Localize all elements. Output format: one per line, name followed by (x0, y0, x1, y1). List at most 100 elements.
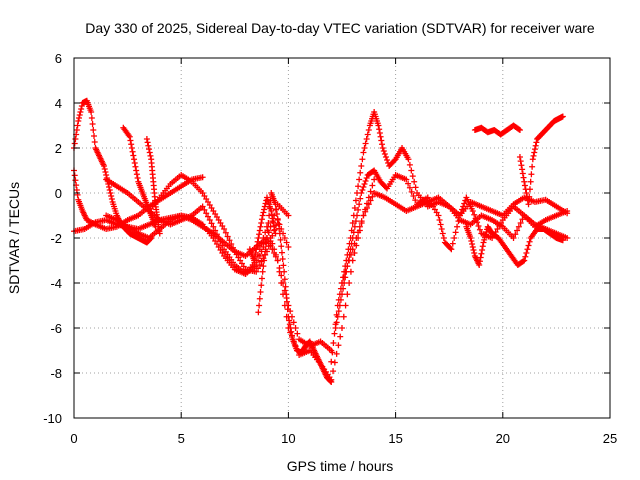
data-point (472, 215, 479, 222)
data-point (454, 223, 461, 230)
data-point (336, 302, 343, 309)
data-point (331, 330, 338, 337)
data-point (133, 167, 140, 174)
data-point (256, 262, 263, 268)
data-point (369, 182, 376, 189)
data-point (264, 227, 271, 234)
data-point (102, 169, 109, 175)
data-point (275, 220, 282, 227)
data-point (257, 223, 264, 230)
data-point (333, 319, 340, 326)
data-point (203, 210, 210, 217)
data-point (346, 257, 353, 264)
data-point (255, 265, 262, 272)
data-point (73, 187, 80, 193)
data-point (274, 257, 281, 264)
data-point (285, 313, 292, 320)
data-point (281, 235, 288, 241)
data-point (292, 325, 299, 331)
data-point (362, 178, 369, 184)
data-point (352, 197, 359, 204)
data-point (327, 378, 334, 385)
data-point (564, 235, 571, 241)
data-point (342, 302, 349, 309)
data-point (525, 201, 532, 208)
data-point (146, 146, 153, 153)
data-point (340, 285, 347, 292)
data-point (523, 190, 530, 196)
data-point (335, 308, 342, 315)
data-point (283, 291, 290, 298)
data-point (213, 231, 220, 238)
data-point (272, 251, 279, 258)
data-point (406, 161, 413, 168)
data-point (477, 254, 484, 261)
data-point (471, 211, 478, 218)
data-point (230, 244, 237, 251)
data-point (281, 276, 288, 283)
data-point (286, 321, 293, 328)
data-point (524, 246, 531, 253)
data-point (278, 272, 285, 279)
data-point (134, 175, 141, 181)
data-point (199, 203, 206, 210)
data-point (358, 163, 365, 169)
data-point (438, 226, 445, 232)
data-point (371, 176, 378, 183)
y-tick-label: -4 (50, 276, 62, 291)
data-point (340, 313, 347, 320)
data-point (474, 219, 481, 226)
data-point (349, 246, 356, 253)
data-point (254, 238, 261, 245)
data-point (71, 140, 78, 147)
data-point (353, 235, 360, 241)
x-tick-labels: 0 5 10 15 20 25 (70, 58, 617, 446)
y-tick-label: -2 (50, 231, 62, 246)
data-point (199, 174, 206, 181)
y-tick-label: 6 (55, 51, 62, 66)
data-point (517, 158, 524, 165)
data-point (128, 145, 135, 151)
data-point (521, 182, 528, 189)
series-track-9 (255, 190, 335, 385)
data-point (286, 317, 293, 324)
data-point (405, 156, 412, 163)
data-point (564, 210, 571, 217)
y-tick-label: 2 (55, 141, 62, 156)
data-point (408, 167, 415, 174)
data-point (256, 302, 263, 309)
data-point (337, 296, 344, 303)
data-point (144, 139, 151, 146)
data-point (367, 197, 374, 204)
data-point (351, 250, 358, 256)
data-point (412, 197, 419, 204)
x-tick-label: 20 (496, 431, 510, 446)
data-point (382, 154, 389, 160)
y-tick-label: -10 (43, 411, 62, 426)
data-point (519, 216, 526, 223)
data-point (520, 258, 527, 265)
data-point (268, 208, 275, 214)
x-tick-label: 0 (70, 431, 77, 446)
data-point (256, 253, 263, 259)
data-point (108, 196, 115, 202)
data-point (126, 133, 133, 140)
data-point (559, 113, 566, 120)
series-track-7 (103, 176, 292, 277)
data-point (72, 136, 79, 142)
data-point (271, 226, 278, 233)
data-point (340, 274, 347, 281)
y-tick-label: -6 (50, 321, 62, 336)
data-point (78, 103, 85, 109)
data-point (261, 206, 268, 213)
data-point (527, 178, 534, 185)
data-point (263, 240, 270, 247)
data-point (133, 171, 140, 178)
data-point (270, 219, 277, 226)
data-point (515, 223, 522, 230)
data-point (258, 275, 265, 282)
data-point (219, 242, 226, 249)
data-point (355, 183, 362, 190)
data-point (476, 262, 483, 268)
data-point (379, 145, 386, 151)
